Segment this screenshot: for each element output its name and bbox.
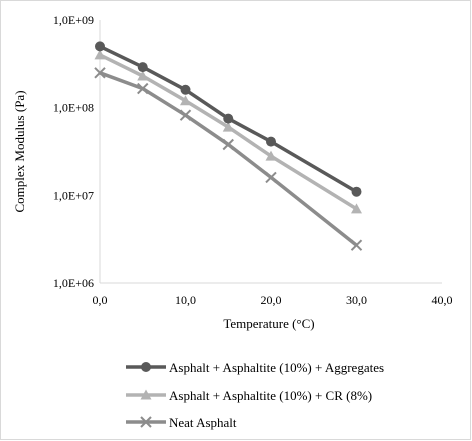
data-point: [140, 389, 152, 400]
data-point: [180, 95, 191, 106]
series-line: [99, 44, 358, 194]
y-tick-labels: 1,0E+06 1,0E+07 1,0E+08 1,0E+09: [53, 13, 94, 290]
x-tick-label: 0,0: [93, 293, 108, 307]
data-point: [351, 203, 362, 214]
data-point: [265, 171, 277, 184]
y-tick-label: 1,0E+08: [53, 101, 94, 115]
x-tick-label: 10,0: [175, 293, 196, 307]
legend: Asphalt + Asphaltite (10%) + Aggregates A…: [126, 360, 384, 430]
legend-item: Neat Asphalt: [126, 415, 237, 430]
data-point: [141, 362, 151, 372]
data-point: [95, 41, 105, 52]
data-point: [351, 186, 362, 197]
legend-label: Neat Asphalt: [169, 415, 237, 430]
data-point: [137, 82, 149, 95]
data-point: [222, 138, 234, 151]
series-line: [99, 53, 358, 211]
data-point: [266, 136, 276, 147]
legend-item: Asphalt + Asphaltite (10%) + Aggregates: [126, 360, 384, 375]
data-point: [222, 121, 234, 132]
data-point: [94, 49, 106, 60]
legend-label: Asphalt + Asphaltite (10%) + Aggregates: [169, 360, 384, 375]
data-point: [179, 109, 192, 121]
data-point: [350, 239, 363, 251]
y-tick-label: 1,0E+06: [53, 276, 94, 290]
series-line: [99, 71, 358, 247]
data-point: [137, 70, 149, 81]
x-tick-label: 40,0: [432, 293, 453, 307]
series-1: [95, 41, 362, 197]
y-axis-title: Complex Modulus (Pa): [12, 90, 27, 212]
legend-label: Asphalt + Asphaltite (10%) + CR (8%): [169, 388, 372, 403]
x-axis-title: Temperature (°C): [223, 316, 314, 331]
data-point: [223, 113, 234, 124]
data-point: [140, 416, 152, 428]
x-tick-label: 20,0: [261, 293, 282, 307]
data-point: [137, 62, 148, 73]
y-tick-label: 1,0E+07: [53, 188, 94, 202]
y-tick-label: 1,0E+09: [53, 13, 94, 27]
data-point: [180, 84, 191, 95]
axes: [99, 20, 442, 284]
series-2: [94, 49, 362, 214]
x-tick-labels: 0,0 10,0 20,0 30,0 40,0: [93, 293, 453, 307]
plot-series: [94, 41, 363, 251]
data-point: [265, 150, 277, 161]
legend-item: Asphalt + Asphaltite (10%) + CR (8%): [126, 388, 372, 403]
x-tick-label: 30,0: [346, 293, 367, 307]
data-point: [94, 67, 106, 79]
series-3: [94, 67, 363, 251]
